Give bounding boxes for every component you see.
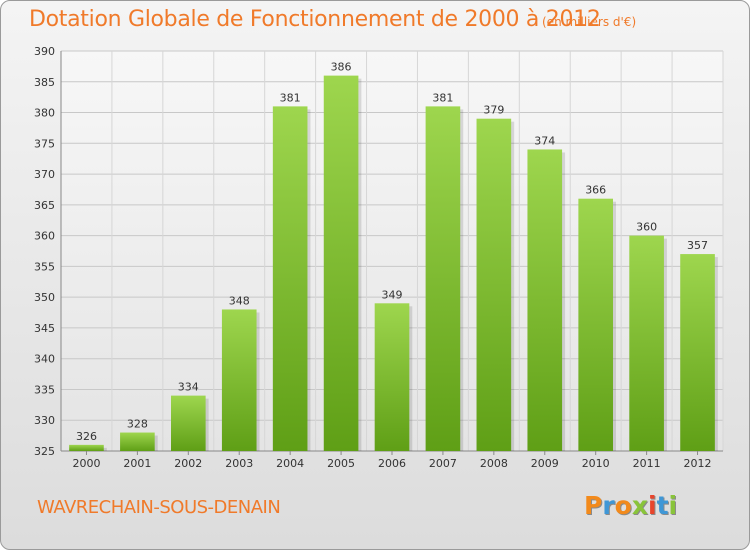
bar bbox=[323, 75, 359, 451]
logo-letter: t bbox=[656, 491, 669, 520]
bar-value-label: 326 bbox=[76, 430, 97, 443]
x-tick-label: 2007 bbox=[429, 457, 457, 470]
x-tick-label: 2009 bbox=[531, 457, 559, 470]
bar bbox=[69, 444, 104, 451]
bar bbox=[578, 198, 614, 451]
bar-value-label: 366 bbox=[585, 184, 606, 197]
x-tick-label: 2005 bbox=[327, 457, 355, 470]
x-tick-label: 2002 bbox=[174, 457, 202, 470]
bar-value-label: 348 bbox=[229, 294, 250, 307]
y-tick-label: 385 bbox=[34, 76, 55, 89]
y-tick-label: 355 bbox=[34, 260, 55, 273]
x-tick-label: 2010 bbox=[582, 457, 610, 470]
bar-value-label: 386 bbox=[331, 61, 352, 74]
bar bbox=[527, 149, 563, 451]
logo-letter: x bbox=[631, 491, 648, 520]
bar-value-label: 381 bbox=[280, 91, 301, 104]
proxiti-logo: Proxiti bbox=[584, 491, 677, 520]
x-tick-label: 2011 bbox=[633, 457, 661, 470]
bar-value-label: 381 bbox=[432, 91, 453, 104]
bar-value-label: 334 bbox=[178, 381, 199, 394]
logo-letter: o bbox=[614, 491, 632, 520]
bar-value-label: 360 bbox=[636, 221, 657, 234]
commune-name: WAVRECHAIN-SOUS-DENAIN bbox=[37, 497, 281, 518]
y-tick-label: 345 bbox=[34, 322, 55, 335]
bar bbox=[476, 118, 512, 451]
logo-letter: P bbox=[584, 491, 603, 520]
y-tick-label: 360 bbox=[34, 230, 55, 243]
x-tick-label: 2003 bbox=[225, 457, 253, 470]
y-tick-label: 375 bbox=[34, 137, 55, 150]
bar-value-label: 374 bbox=[534, 134, 555, 147]
logo-letter: i bbox=[668, 491, 678, 520]
bar bbox=[120, 432, 155, 451]
bar-value-label: 357 bbox=[687, 239, 708, 252]
x-tick-label: 2000 bbox=[72, 457, 100, 470]
y-tick-label: 380 bbox=[34, 107, 55, 120]
y-tick-label: 340 bbox=[34, 353, 55, 366]
y-tick-label: 370 bbox=[34, 168, 55, 181]
x-tick-label: 2001 bbox=[123, 457, 151, 470]
bar-value-label: 379 bbox=[483, 104, 504, 117]
bar bbox=[221, 309, 257, 451]
bar bbox=[272, 106, 308, 451]
bar-value-label: 349 bbox=[382, 288, 403, 301]
bar bbox=[425, 106, 461, 451]
bar bbox=[680, 254, 715, 451]
y-tick-label: 365 bbox=[34, 199, 55, 212]
bar bbox=[170, 395, 206, 451]
chart-unit: (en milliers d'€) bbox=[542, 15, 637, 29]
logo-letter: r bbox=[602, 491, 615, 520]
logo-letter: i bbox=[648, 491, 657, 520]
y-tick-label: 330 bbox=[34, 414, 55, 427]
x-tick-label: 2008 bbox=[480, 457, 508, 470]
bar bbox=[374, 303, 410, 451]
bar-value-label: 328 bbox=[127, 418, 148, 431]
x-tick-label: 2006 bbox=[378, 457, 406, 470]
bar bbox=[629, 235, 664, 451]
y-tick-label: 325 bbox=[34, 445, 55, 458]
x-tick-label: 2012 bbox=[684, 457, 712, 470]
y-tick-label: 390 bbox=[34, 45, 55, 58]
y-tick-label: 335 bbox=[34, 383, 55, 396]
chart-title: Dotation Globale de Fonctionnement de 20… bbox=[29, 7, 601, 32]
x-tick-label: 2004 bbox=[276, 457, 304, 470]
y-tick-label: 350 bbox=[34, 291, 55, 304]
